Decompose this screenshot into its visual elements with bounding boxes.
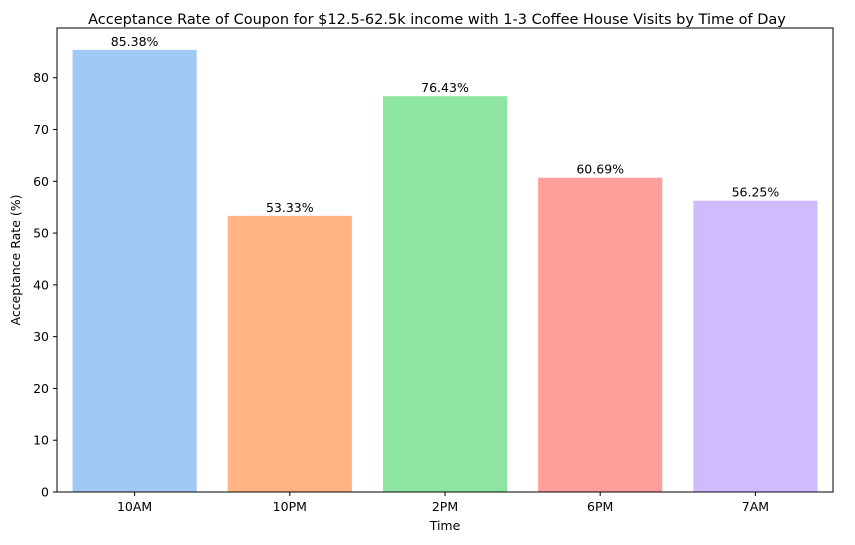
bar-6pm xyxy=(538,177,663,492)
y-tick-label-40: 40 xyxy=(33,277,49,292)
y-tick-label-70: 70 xyxy=(33,122,49,137)
chart-title: Acceptance Rate of Coupon for $12.5-62.5… xyxy=(88,12,786,28)
y-tick-label-60: 60 xyxy=(33,174,49,189)
bars-layer xyxy=(72,49,818,492)
x-tick-label-6pm: 6PM xyxy=(587,499,613,514)
data-label-6pm: 60.69% xyxy=(576,162,624,177)
y-tick-label-20: 20 xyxy=(33,381,49,396)
bar-2pm xyxy=(382,96,508,492)
bar-10pm xyxy=(227,215,352,492)
y-axis-label: Acceptance Rate (%) xyxy=(8,195,23,326)
y-tick-label-0: 0 xyxy=(41,485,49,500)
y-tick-label-10: 10 xyxy=(33,433,49,448)
data-label-10am: 85.38% xyxy=(111,34,159,49)
x-tick-label-7am: 7AM xyxy=(742,499,769,514)
plot-frame xyxy=(56,27,834,493)
y-tick-label-80: 80 xyxy=(33,70,49,85)
y-tick-label-30: 30 xyxy=(33,329,49,344)
x-tick-label-10pm: 10PM xyxy=(273,499,307,514)
x-tick-label-10am: 10AM xyxy=(117,499,152,514)
bar-10am xyxy=(72,49,197,492)
data-label-10pm: 53.33% xyxy=(266,200,314,215)
x-axis-label: Time xyxy=(429,518,461,533)
x-axis: 10AM 10PM 2PM 6PM 7AM xyxy=(117,492,769,514)
data-label-7am: 56.25% xyxy=(732,185,780,200)
bar-7am xyxy=(693,200,818,492)
data-labels-layer: 85.38% 53.33% 76.43% 60.69% 56.25% xyxy=(111,34,780,215)
data-label-2pm: 76.43% xyxy=(421,80,469,95)
y-tick-label-50: 50 xyxy=(33,226,49,241)
y-axis: 0 10 20 30 40 50 60 70 80 xyxy=(33,70,57,500)
x-tick-label-2pm: 2PM xyxy=(432,499,458,514)
